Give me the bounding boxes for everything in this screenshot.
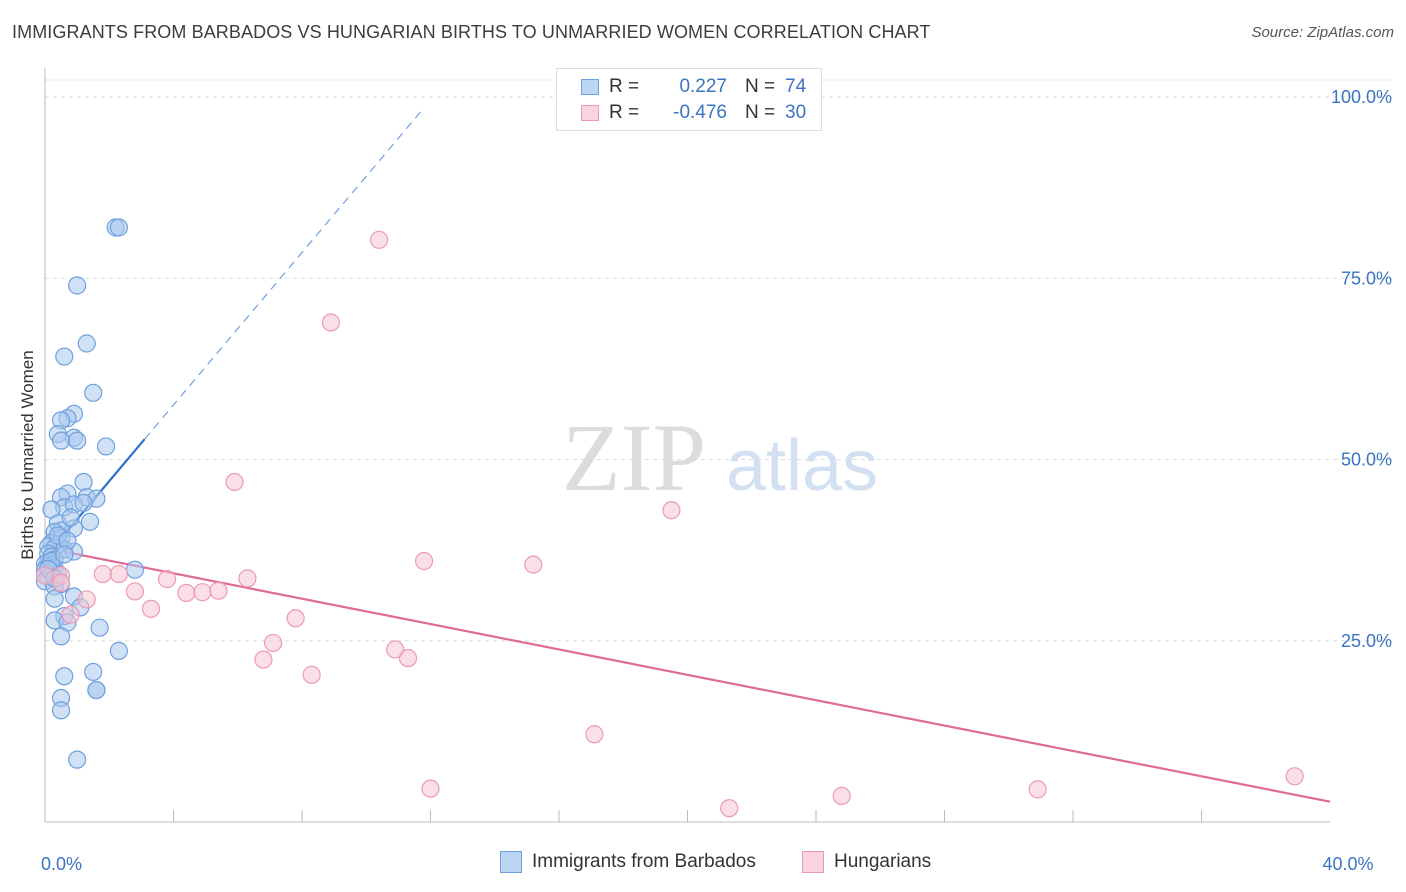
points-layer [35,218,1304,818]
point-hungarians [302,665,321,684]
point-hungarians [51,573,71,592]
point-hungarians [177,583,196,603]
point-hungarians [370,230,389,249]
point-hungarians [832,786,851,806]
point-hungarians [421,779,440,798]
point-hungarians [157,570,177,589]
point-barbados [74,472,93,492]
point-hungarians [193,583,212,602]
x-tick-label: 40.0% [1322,854,1373,874]
point-barbados [61,508,80,527]
point-barbados [87,680,106,700]
point-barbados [55,667,74,686]
point-hungarians [263,633,283,653]
y-tick-label: 50.0% [1341,450,1392,470]
grid-layer [45,79,1392,642]
point-barbados [45,589,64,608]
point-barbados [68,431,87,450]
point-hungarians [662,501,681,520]
point-hungarians [125,582,145,601]
stats-r-label: R = [609,102,640,123]
point-barbados [84,662,103,682]
point-hungarians [414,551,434,571]
point-barbados [109,218,128,237]
point-hungarians [141,599,161,618]
stats-swatch-blue [581,79,599,95]
point-barbados [68,276,87,295]
stats-r-label: R = [609,76,640,97]
stats-n-value: 30 [785,102,807,123]
point-barbados [51,431,71,450]
point-hungarians [93,564,112,584]
y-axis-label: Births to Unmarried Women [18,350,37,560]
point-hungarians [321,313,341,332]
watermark-atlas: atlas [726,426,878,506]
point-barbados [80,512,100,531]
point-hungarians [398,649,418,668]
stats-r-value: 0.227 [679,76,727,97]
point-hungarians [286,609,305,628]
point-hungarians [524,555,543,574]
source-credit: Source: ZipAtlas.com [1251,24,1394,41]
trendline-hungarians [44,546,1331,803]
point-hungarians [386,640,405,659]
point-barbados [77,334,96,353]
point-hungarians [209,581,228,600]
point-barbados [51,701,71,720]
point-hungarians [1285,767,1304,786]
legend-label-hungarians: Hungarians [834,851,932,872]
x-tick-label: 0.0% [41,854,82,874]
stats-row-hungarians: R = -0.476 N = 30 [557,100,806,126]
point-hungarians [254,650,273,669]
legend-item-hungarians[interactable]: Hungarians [802,851,931,873]
stats-n-label: N = [745,76,776,97]
point-barbados [125,560,145,579]
watermark-zip: ZIP [562,404,706,511]
y-tick-label: 25.0% [1341,631,1392,651]
stats-r-value: -0.476 [673,102,727,123]
point-hungarians [77,590,96,609]
point-hungarians [61,605,80,624]
point-barbados [68,750,87,769]
stats-row-barbados: R = 0.227 N = 74 [557,74,806,100]
point-barbados [84,383,103,402]
point-hungarians [1028,780,1047,799]
point-barbados [90,618,109,637]
stats-n-label: N = [745,102,776,123]
point-barbados [96,437,116,456]
legend-item-barbados[interactable]: Immigrants from Barbados [500,851,756,873]
point-barbados [55,545,74,564]
point-hungarians [35,566,55,585]
stats-swatch-pink [581,105,599,121]
axis-layer [44,68,1330,823]
legend: Immigrants from Barbados Hungarians [0,851,1406,879]
point-barbados [51,627,71,646]
y-tick-label: 100.0% [1331,87,1392,107]
chart-title: IMMIGRANTS FROM BARBADOS VS HUNGARIAN BI… [12,22,931,42]
stats-n-value: 74 [785,76,807,97]
point-hungarians [225,472,244,492]
tick-label-layer: 25.0% 50.0% 75.0% 100.0% 0.0% 40.0% [41,87,1392,874]
point-barbados [74,493,93,513]
point-hungarians [109,564,128,584]
point-hungarians [585,725,604,744]
point-barbados [109,641,128,661]
watermark: ZIP atlas [562,404,878,511]
point-barbados [55,347,74,366]
legend-swatch-pink [802,851,824,873]
trendline-barbados-extrapolated [144,111,422,440]
y-tick-label: 75.0% [1341,268,1392,288]
point-hungarians [720,799,739,818]
legend-swatch-blue [500,851,522,873]
stats-box: R = 0.227 N = 74 R = -0.476 N = 30 [556,68,822,131]
legend-label-barbados: Immigrants from Barbados [532,851,756,872]
point-hungarians [238,569,257,588]
